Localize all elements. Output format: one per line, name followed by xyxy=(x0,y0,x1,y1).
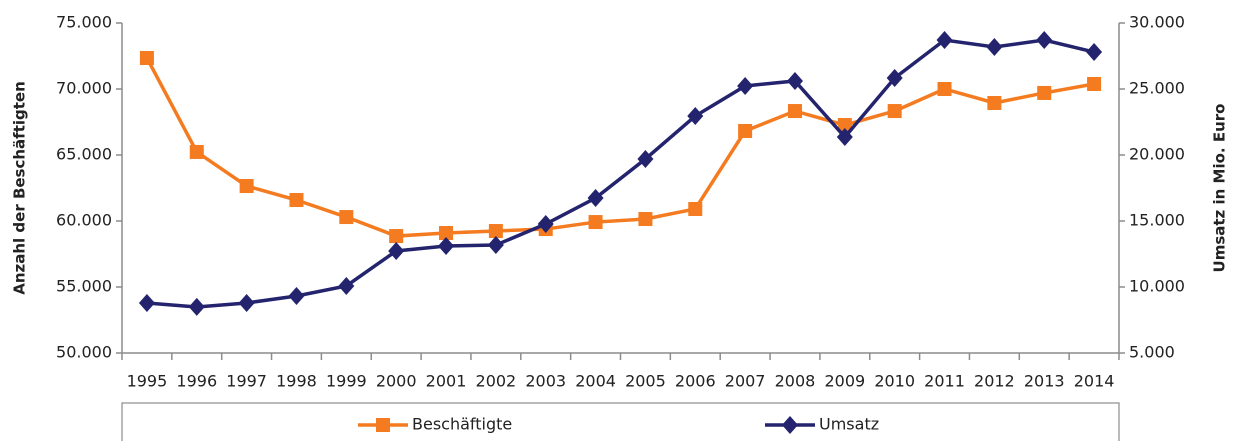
x-tick-label: 2000 xyxy=(376,372,417,391)
point xyxy=(688,201,703,216)
y-tick-label: 55.000 xyxy=(56,277,112,296)
point xyxy=(388,241,405,260)
point xyxy=(637,149,654,168)
point xyxy=(986,38,1003,57)
point xyxy=(1087,76,1102,91)
point xyxy=(937,82,952,96)
y2-tick-label: 25.000 xyxy=(1129,79,1185,98)
y-tick-label: 60.000 xyxy=(56,211,112,230)
point xyxy=(787,104,802,119)
y2-tick-label: 10.000 xyxy=(1129,277,1185,296)
y2-tick-label: 30.000 xyxy=(1129,13,1185,32)
point xyxy=(687,107,704,126)
x-tick-label: 2008 xyxy=(775,372,816,391)
y-axis-title: Anzahl der Beschäftigten xyxy=(11,81,29,295)
point xyxy=(238,293,255,312)
x-tick-label: 2003 xyxy=(525,372,566,391)
y-tick-label: 65.000 xyxy=(56,145,112,164)
legend-marker xyxy=(376,418,390,432)
point xyxy=(987,95,1002,110)
y2-tick-label: 20.000 xyxy=(1129,145,1185,164)
point xyxy=(737,76,754,95)
x-tick-label: 1996 xyxy=(176,372,217,391)
legend-box xyxy=(121,402,1120,445)
point xyxy=(638,212,653,227)
point xyxy=(338,276,355,295)
x-tick-label: 2012 xyxy=(974,372,1015,391)
x-tick-label: 2005 xyxy=(625,372,666,391)
point xyxy=(239,179,254,194)
y-tick-label: 75.000 xyxy=(56,13,112,32)
point xyxy=(438,236,455,255)
x-tick-label: 2001 xyxy=(426,372,467,391)
point xyxy=(886,69,903,88)
point xyxy=(936,31,953,50)
x-tick-label: 2007 xyxy=(725,372,766,391)
point xyxy=(738,123,753,138)
y-tick-label: 50.000 xyxy=(56,343,112,362)
point xyxy=(887,104,902,119)
x-tick-label: 1999 xyxy=(326,372,367,391)
x-tick-label: 2011 xyxy=(924,372,965,391)
point xyxy=(138,293,155,312)
point xyxy=(288,286,305,305)
y2-tick-label: 15.000 xyxy=(1129,211,1185,230)
x-tick-label: 2002 xyxy=(476,372,517,391)
point xyxy=(139,50,154,65)
legend-marker xyxy=(782,416,798,434)
legend-label: Umsatz xyxy=(819,415,879,434)
point xyxy=(487,236,504,255)
series-line xyxy=(146,38,1095,309)
x-tick-label: 1998 xyxy=(276,372,317,391)
y2-axis-title: Umsatz in Mio. Euro xyxy=(1211,104,1229,273)
point xyxy=(188,297,205,316)
y-tick-label: 70.000 xyxy=(56,79,112,98)
point xyxy=(339,210,354,225)
point xyxy=(1037,85,1052,100)
point xyxy=(836,128,853,147)
point xyxy=(1086,43,1103,62)
point xyxy=(537,215,554,234)
point xyxy=(289,193,304,208)
series-line xyxy=(145,57,1095,238)
point xyxy=(439,226,454,241)
x-tick-label: 2014 xyxy=(1074,372,1115,391)
legend-label: Beschäftigte xyxy=(412,415,512,434)
x-tick-label: 2013 xyxy=(1024,372,1065,391)
x-tick-label: 2006 xyxy=(675,372,716,391)
point xyxy=(786,71,803,90)
point xyxy=(588,215,603,230)
point xyxy=(389,229,404,244)
point xyxy=(488,224,503,239)
x-tick-label: 2009 xyxy=(824,372,865,391)
x-tick-label: 2004 xyxy=(575,372,616,391)
y2-tick-label: 5.000 xyxy=(1129,343,1175,362)
x-tick-label: 1997 xyxy=(226,372,267,391)
point xyxy=(189,144,204,159)
point xyxy=(587,189,604,208)
point xyxy=(837,118,852,133)
x-tick-label: 1995 xyxy=(127,372,168,391)
x-tick-label: 2010 xyxy=(874,372,915,391)
point xyxy=(1036,31,1053,50)
